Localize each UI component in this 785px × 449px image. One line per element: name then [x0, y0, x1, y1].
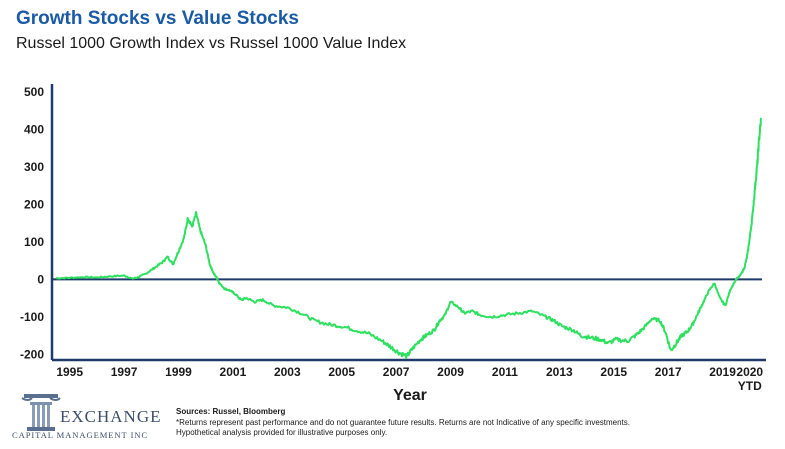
- x-tick-label: 2015: [600, 365, 627, 379]
- disclaimer-line-1: *Returns represent past performance and …: [176, 417, 631, 427]
- y-tick-label: 400: [24, 122, 44, 136]
- x-tick-label: 1995: [56, 365, 83, 379]
- y-tick-label: 500: [24, 85, 44, 99]
- x-tick-labels: 1995 1997 1999 2001 2003 2005 2007 2009 2011 2013…: [56, 365, 763, 393]
- footnote: Sources: Russel, Bloomberg *Returns repr…: [176, 407, 630, 439]
- x-tick-label: 2011: [492, 365, 518, 379]
- y-tick-label: -200: [20, 347, 44, 361]
- chart-title: Growth Stocks vs Value Stocks: [16, 8, 299, 29]
- x-tick-label: 2017: [655, 365, 682, 379]
- y-tick-label: 200: [24, 197, 44, 211]
- company-logo: EXCHANGE CAPITAL MANAGEMENT INC: [12, 390, 162, 446]
- y-tick-label: -100: [20, 310, 44, 324]
- x-tick-label: 2013: [546, 365, 573, 379]
- sources-note: Sources: Russel, Bloomberg: [176, 407, 286, 416]
- x-tick-label: 1997: [111, 365, 138, 379]
- x-tick-label: 1999: [165, 365, 192, 379]
- y-tick-label: 300: [24, 160, 44, 174]
- x-tick-label: 2007: [383, 365, 410, 379]
- x-axis-label: Year: [393, 387, 427, 404]
- y-tick-label: 0: [37, 272, 44, 286]
- x-tick-label: 2001: [220, 365, 247, 379]
- x-tick-label: 2009: [437, 365, 464, 379]
- x-tick-label: 2019: [709, 365, 736, 379]
- disclaimer-line-2: Hypothetical analysis provided for illus…: [176, 428, 388, 437]
- y-tick-labels: 500 400 300 200 100 0 -100 -200: [20, 85, 44, 362]
- x-tick-label: 2005: [328, 365, 355, 379]
- x-tick-label: 2003: [274, 365, 301, 379]
- chart-subtitle: Russel 1000 Growth Index vs Russel 1000 …: [16, 35, 407, 52]
- series-line: [56, 117, 763, 359]
- x-tick-sublabel: YTD: [738, 379, 762, 393]
- y-tick-label: 100: [24, 235, 44, 249]
- chart-axes: [50, 84, 766, 362]
- logo-name: EXCHANGE: [60, 407, 162, 426]
- x-tick-label: 2020: [736, 365, 763, 379]
- logo-tagline: CAPITAL MANAGEMENT INC: [12, 430, 149, 440]
- chart-plot-area: [56, 117, 763, 359]
- column-icon: [21, 394, 61, 431]
